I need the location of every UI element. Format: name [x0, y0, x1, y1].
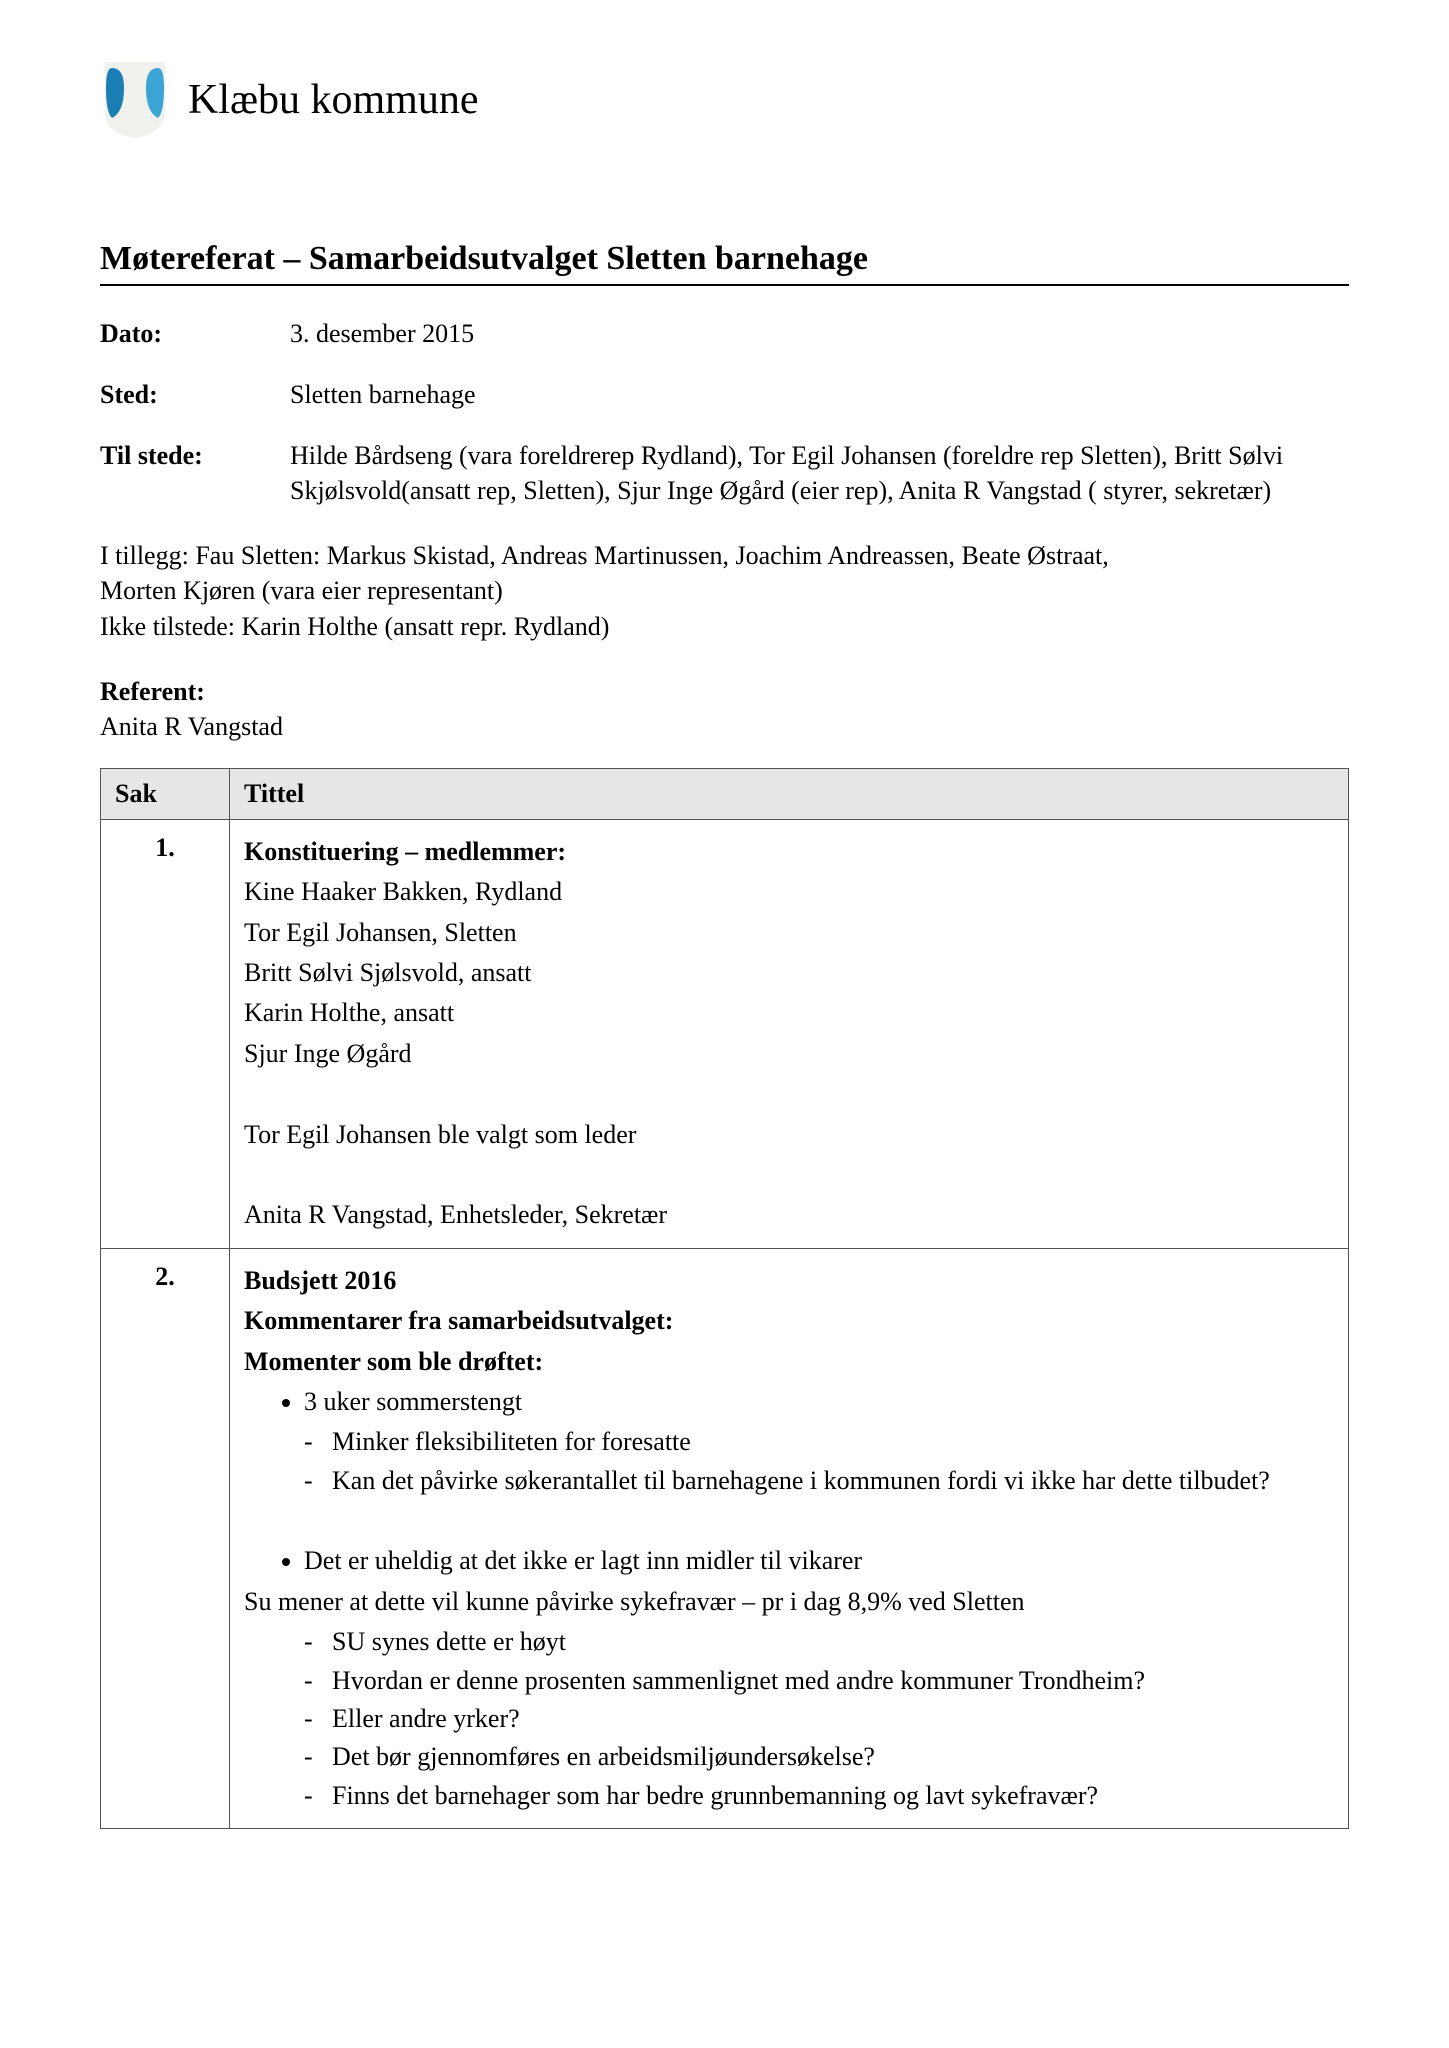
item-line: Tor Egil Johansen ble valgt som leder	[244, 1117, 1334, 1153]
dash-item: Kan det påvirke søkerantallet til barneh…	[304, 1463, 1334, 1499]
agenda-table: Sak Tittel 1. Konstituering – medlemmer:…	[100, 768, 1349, 1829]
meta-value-dato: 3. desember 2015	[290, 316, 1349, 351]
item-line: Britt Sølvi Sjølsvold, ansatt	[244, 955, 1334, 991]
item-line: Su mener at dette vil kunne påvirke syke…	[244, 1584, 1334, 1620]
sak-content: Budsjett 2016 Kommentarer fra samarbeids…	[230, 1248, 1349, 1828]
referent-name: Anita R Vangstad	[100, 709, 1349, 744]
item-subtitle: Kommentarer fra samarbeidsutvalget:	[244, 1303, 1334, 1339]
meta-row-sted: Sted: Sletten barnehage	[100, 377, 1349, 412]
item-line: Karin Holthe, ansatt	[244, 995, 1334, 1031]
org-name: Klæbu kommune	[188, 76, 479, 124]
dash-list: SU synes dette er høyt Hvordan er denne …	[244, 1624, 1334, 1814]
item-line: Kine Haaker Bakken, Rydland	[244, 874, 1334, 910]
col-header-tittel: Tittel	[230, 768, 1349, 819]
table-row: 2. Budsjett 2016 Kommentarer fra samarbe…	[101, 1248, 1349, 1828]
dash-item: Eller andre yrker?	[304, 1701, 1334, 1737]
meta-label-tilstede: Til stede:	[100, 438, 290, 508]
dash-item: Hvordan er denne prosenten sammenlignet …	[304, 1663, 1334, 1699]
meta-value-sted: Sletten barnehage	[290, 377, 1349, 412]
document-page: Klæbu kommune Møtereferat – Samarbeidsut…	[0, 0, 1449, 1909]
referent-label: Referent:	[100, 674, 1349, 709]
spacer	[244, 1157, 1334, 1193]
bullet-item: Det er uheldig at det ikke er lagt inn m…	[304, 1543, 1334, 1579]
item-line: Anita R Vangstad, Enhetsleder, Sekretær	[244, 1197, 1334, 1233]
org-header: Klæbu kommune	[100, 60, 1349, 140]
item-line: Tor Egil Johansen, Sletten	[244, 915, 1334, 951]
bullet-list: Det er uheldig at det ikke er lagt inn m…	[244, 1543, 1334, 1579]
document-title: Møtereferat – Samarbeidsutvalget Sletten…	[100, 240, 1349, 286]
sak-number: 1.	[101, 819, 230, 1248]
item-title: Budsjett 2016	[244, 1263, 1334, 1299]
sak-content: Konstituering – medlemmer: Kine Haaker B…	[230, 819, 1349, 1248]
org-logo-icon	[100, 60, 170, 140]
meta-block: Dato: 3. desember 2015 Sted: Sletten bar…	[100, 316, 1349, 508]
extra-attendees: I tillegg: Fau Sletten: Markus Skistad, …	[100, 538, 1349, 643]
item-line: Sjur Inge Øgård	[244, 1036, 1334, 1072]
table-header-row: Sak Tittel	[101, 768, 1349, 819]
meta-label-dato: Dato:	[100, 316, 290, 351]
bullet-item: 3 uker sommerstengt	[304, 1384, 1334, 1420]
referent-block: Referent: Anita R Vangstad	[100, 674, 1349, 744]
spacer	[244, 1076, 1334, 1112]
dash-item: Minker fleksibiliteten for foresatte	[304, 1424, 1334, 1460]
item-subtitle: Momenter som ble drøftet:	[244, 1344, 1334, 1380]
meta-row-tilstede: Til stede: Hilde Bårdseng (vara foreldre…	[100, 438, 1349, 508]
dash-item: SU synes dette er høyt	[304, 1624, 1334, 1660]
extra-line: Morten Kjøren (vara eier representant)	[100, 573, 1349, 608]
extra-line: Ikke tilstede: Karin Holthe (ansatt repr…	[100, 609, 1349, 644]
meta-row-dato: Dato: 3. desember 2015	[100, 316, 1349, 351]
item-title: Konstituering – medlemmer:	[244, 834, 1334, 870]
sak-number: 2.	[101, 1248, 230, 1828]
dash-list: Minker fleksibiliteten for foresatte Kan…	[244, 1424, 1334, 1499]
dash-item: Det bør gjennomføres en arbeidsmiljøunde…	[304, 1739, 1334, 1775]
meta-value-tilstede: Hilde Bårdseng (vara foreldrerep Rydland…	[290, 438, 1349, 508]
bullet-list: 3 uker sommerstengt	[244, 1384, 1334, 1420]
col-header-sak: Sak	[101, 768, 230, 819]
extra-line: I tillegg: Fau Sletten: Markus Skistad, …	[100, 538, 1349, 573]
spacer	[244, 1503, 1334, 1539]
meta-label-sted: Sted:	[100, 377, 290, 412]
table-row: 1. Konstituering – medlemmer: Kine Haake…	[101, 819, 1349, 1248]
dash-item: Finns det barnehager som har bedre grunn…	[304, 1778, 1334, 1814]
